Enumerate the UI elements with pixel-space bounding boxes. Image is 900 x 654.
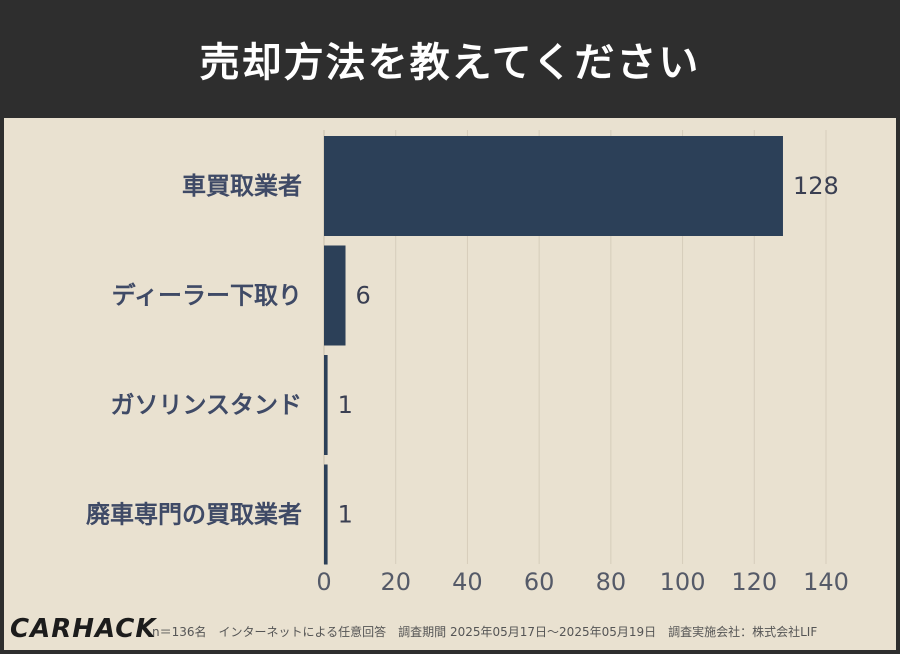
- x-tick-label-4: 80: [596, 568, 627, 596]
- carhack-logo: CARHACK: [10, 614, 157, 644]
- x-tick-label-3: 60: [524, 568, 555, 596]
- x-tick-label-5: 100: [660, 568, 706, 596]
- chart-panel: 車買取業者 128 ディーラー下取り 6 ガソリンスタンド 1 廃車専門の買取業者 1 0 20 4…: [4, 118, 896, 650]
- bar-0: [324, 136, 783, 236]
- bar-chart: 車買取業者 128 ディーラー下取り 6 ガソリンスタンド 1 廃車専門の買取業者 1 0 20 4…: [86, 130, 849, 596]
- value-label-1: 6: [356, 282, 371, 310]
- category-label-0: 車買取業者: [182, 172, 302, 200]
- x-tick-label-2: 40: [452, 568, 483, 596]
- x-tick-label-1: 20: [380, 568, 411, 596]
- x-tick-label-0: 0: [316, 568, 331, 596]
- chart-title: 売却方法を教えてください: [199, 40, 701, 86]
- header-bar: 売却方法を教えてください: [0, 0, 900, 118]
- value-label-0: 128: [793, 172, 839, 200]
- category-label-2: ガソリンスタンド: [110, 391, 302, 419]
- x-tick-label-7: 140: [803, 568, 849, 596]
- survey-note: n＝136名 インターネットによる任意回答 調査期間 2025年05月17日～2…: [152, 625, 818, 639]
- footer: CARHACK n＝136名 インターネットによる任意回答 調査期間 2025年…: [0, 604, 900, 654]
- value-label-3: 1: [338, 501, 353, 529]
- bar-2: [324, 355, 328, 455]
- value-label-2: 1: [338, 391, 353, 419]
- category-label-1: ディーラー下取り: [112, 282, 302, 310]
- x-tick-label-6: 120: [731, 568, 777, 596]
- bar-3: [324, 464, 328, 565]
- category-label-3: 廃車専門の買取業者: [86, 501, 302, 529]
- bar-1: [324, 245, 346, 346]
